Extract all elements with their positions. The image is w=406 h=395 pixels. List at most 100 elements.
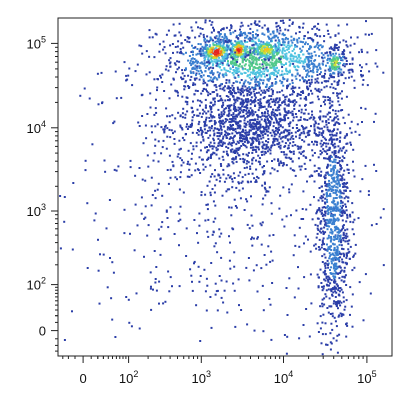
data-point: [232, 73, 235, 76]
data-point: [191, 131, 194, 134]
data-point: [155, 111, 158, 114]
data-point: [323, 75, 326, 77]
data-point: [322, 130, 325, 133]
data-point: [203, 120, 206, 123]
data-point: [310, 78, 313, 81]
data-point: [240, 79, 243, 81]
data-point: [269, 152, 272, 155]
data-point: [226, 188, 229, 191]
data-point: [337, 70, 340, 73]
data-point: [234, 40, 237, 43]
data-point: [312, 71, 315, 74]
data-point: [334, 58, 337, 61]
data-point: [340, 288, 343, 291]
data-point: [260, 118, 263, 121]
data-point: [317, 276, 320, 279]
data-point: [263, 112, 266, 115]
data-point: [313, 123, 316, 126]
data-point: [123, 61, 126, 64]
data-point: [292, 150, 295, 153]
data-point: [225, 95, 228, 97]
data-point: [235, 63, 237, 66]
data-point: [247, 161, 250, 164]
data-point: [227, 87, 230, 90]
data-point: [156, 188, 159, 191]
data-point: [311, 55, 314, 57]
data-point: [337, 24, 340, 27]
data-point: [147, 165, 150, 168]
data-point: [232, 47, 235, 50]
data-point: [239, 103, 242, 106]
data-point: [193, 61, 196, 64]
data-point: [212, 115, 214, 118]
data-point: [308, 67, 311, 70]
data-point: [247, 74, 249, 77]
x-tick-label: 102: [119, 369, 138, 386]
data-point: [267, 141, 270, 144]
data-point: [278, 91, 281, 94]
data-point: [338, 189, 341, 192]
data-point: [297, 55, 300, 58]
data-point: [271, 93, 274, 96]
data-point: [190, 75, 193, 78]
data-point: [268, 102, 271, 105]
data-point: [342, 233, 345, 236]
data-point: [329, 231, 332, 234]
data-point: [233, 198, 236, 201]
data-point: [324, 197, 327, 200]
data-point: [268, 186, 271, 189]
data-point: [327, 122, 330, 124]
data-point: [333, 45, 336, 48]
data-point: [334, 64, 337, 67]
data-point: [205, 46, 208, 49]
data-point: [330, 288, 333, 291]
data-point: [220, 141, 223, 144]
data-point: [337, 145, 340, 148]
data-point: [328, 147, 331, 150]
data-point: [266, 45, 269, 48]
data-point: [242, 115, 245, 118]
data-point: [322, 63, 324, 66]
data-point: [272, 111, 275, 114]
data-point: [233, 115, 236, 118]
data-point: [232, 129, 235, 132]
data-point: [226, 114, 229, 117]
data-point: [210, 107, 213, 110]
data-point: [212, 200, 215, 203]
data-point: [340, 211, 343, 213]
data-point: [237, 44, 240, 47]
data-point: [221, 44, 224, 47]
data-point: [240, 21, 243, 24]
data-point: [345, 209, 348, 212]
data-point: [232, 282, 235, 285]
data-point: [348, 76, 350, 79]
data-point: [207, 56, 210, 59]
data-point: [277, 123, 280, 126]
data-point: [248, 68, 251, 71]
data-point: [281, 70, 284, 73]
data-point: [315, 212, 318, 215]
data-point: [154, 189, 157, 192]
data-point: [350, 75, 353, 78]
data-point: [342, 224, 345, 227]
data-point: [253, 123, 256, 125]
data-point: [345, 322, 348, 325]
data-point: [249, 107, 252, 110]
data-point: [148, 29, 151, 32]
data-point: [209, 194, 212, 197]
data-point: [334, 112, 337, 115]
data-point: [257, 99, 260, 102]
data-point: [223, 68, 226, 71]
data-point: [298, 25, 301, 28]
data-point: [268, 52, 271, 55]
data-point: [317, 81, 320, 84]
data-point: [128, 321, 131, 324]
data-point: [254, 71, 257, 74]
data-point: [230, 50, 233, 53]
data-point: [241, 41, 243, 44]
data-point: [131, 84, 134, 87]
data-point: [319, 118, 322, 121]
data-point: [237, 278, 240, 281]
data-point: [302, 41, 304, 44]
data-point: [215, 86, 218, 89]
